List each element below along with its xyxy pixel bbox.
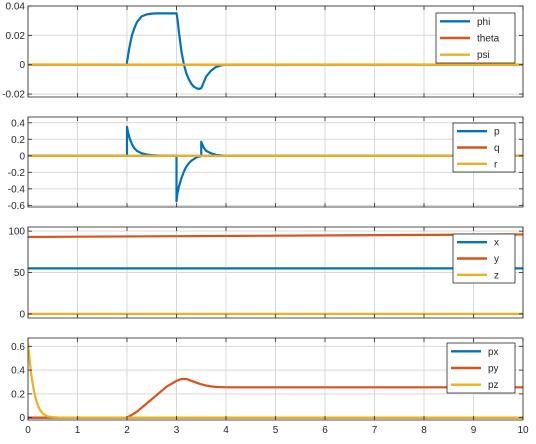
legend-label-phi: phi — [477, 17, 490, 28]
legend: phi theta psi — [435, 12, 516, 64]
y-tick-label: 0.2 — [11, 135, 25, 146]
y-tick-label: -0.02 — [2, 90, 25, 101]
legend-label-pz: pz — [488, 380, 499, 391]
y-tick-label: 0.02 — [6, 31, 26, 42]
legend-label-y: y — [494, 254, 499, 265]
legend: px py pz — [446, 342, 516, 394]
y-tick-label: 0 — [19, 309, 25, 320]
legend-label-psi: psi — [477, 50, 490, 61]
y-tick-label: 0.4 — [11, 366, 25, 377]
series-line-y — [28, 233, 523, 239]
y-tick-label: -0.4 — [8, 184, 26, 195]
legend-label-p: p — [494, 127, 500, 138]
subplot-4: 0 0.2 0.4 0.6 0 1 2 3 4 5 6 7 8 9 10 px py pz — [11, 337, 529, 436]
x-tick-label: 4 — [223, 425, 229, 436]
x-tick-label: 2 — [124, 425, 130, 436]
y-tick-label: 0 — [19, 60, 25, 71]
legend-label-theta: theta — [477, 34, 500, 45]
x-tick-label: 6 — [322, 425, 328, 436]
series-line-phi — [28, 12, 523, 91]
y-tick-label: -0.2 — [8, 168, 26, 179]
y-tick-label: 0.04 — [6, 2, 26, 13]
legend: xyz — [452, 233, 516, 284]
subplot-1: -0.02 0 0.02 0.04 phi theta psi — [2, 2, 524, 101]
series-line-p — [28, 125, 523, 203]
x-tick-label: 1 — [75, 425, 81, 436]
x-tick-label: 5 — [273, 425, 279, 436]
x-tick-label: 3 — [174, 425, 180, 436]
y-tick-label: 0.6 — [11, 342, 25, 353]
legend-label-z: z — [494, 270, 499, 281]
subplot-3: 0 50 100 xyz — [8, 226, 524, 320]
legend-label-py: py — [488, 364, 499, 375]
x-tick-label: 8 — [421, 425, 427, 436]
subplot-2: -0.6 -0.4 -0.2 0 0.2 0.4 pqr — [8, 116, 524, 212]
legend-label-x: x — [494, 238, 499, 249]
y-tick-label: 0 — [19, 413, 25, 424]
legend: pqr — [452, 122, 516, 173]
series-line-pz — [28, 342, 523, 419]
y-tick-label: 50 — [14, 268, 26, 279]
series-line-py — [28, 377, 523, 419]
y-tick-label: -0.6 — [8, 201, 26, 212]
y-tick-label: 100 — [8, 227, 25, 238]
x-tick-label: 9 — [471, 425, 477, 436]
y-tick-label: 0 — [19, 151, 25, 162]
legend-label-q: q — [494, 143, 500, 154]
x-tick-label: 10 — [517, 425, 529, 436]
x-tick-label: 7 — [372, 425, 378, 436]
y-tick-label: 0.4 — [11, 118, 25, 129]
legend-label-px: px — [488, 347, 499, 358]
y-tick-label: 0.2 — [11, 389, 25, 400]
x-tick-label: 0 — [25, 425, 31, 436]
legend-label-r: r — [494, 159, 498, 170]
